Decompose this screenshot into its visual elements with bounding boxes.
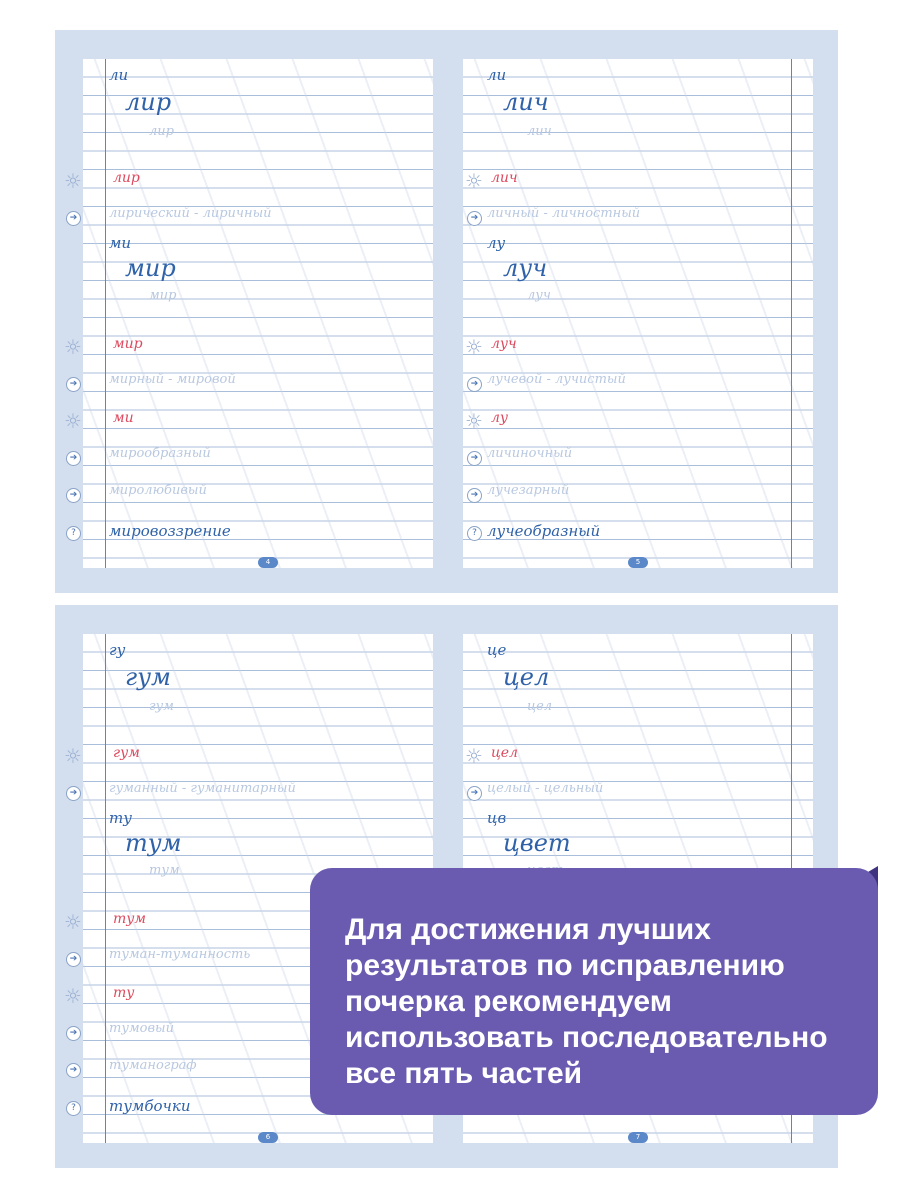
arrow-circle-icon: ➔: [66, 786, 81, 801]
faint-word: лир: [149, 124, 174, 139]
practice-words: лучезарный: [487, 483, 570, 498]
workbook-page: ли лич лич лич личный - личностный лу луч луч лу…: [463, 59, 813, 568]
page-number: 4: [258, 557, 278, 568]
syllable: ли: [487, 66, 507, 84]
sun-icon: ☼: [64, 984, 82, 1008]
red-word: лич: [491, 170, 518, 186]
cursive-word: тум: [125, 829, 182, 857]
practice-words: лучевой - лучистый: [487, 372, 626, 387]
page-number: 7: [628, 1132, 648, 1143]
arrow-circle-icon: ➔: [467, 451, 482, 466]
sun-icon: ☼: [64, 910, 82, 934]
cursive-word: лир: [125, 88, 172, 116]
workbook-page: ли лир лир лир лирический - лиричный ми мир мир…: [64, 59, 433, 568]
syllable: цв: [487, 809, 507, 827]
sun-icon: ☼: [64, 409, 82, 433]
red-word: луч: [491, 336, 517, 352]
syllable: гу: [109, 641, 126, 659]
margin-line: [105, 59, 106, 568]
sun-icon: ☼: [465, 169, 483, 193]
practice-words: мирный - мировой: [109, 372, 236, 387]
page-number: 6: [258, 1132, 278, 1143]
sun-icon: ☼: [64, 169, 82, 193]
faint-word: тум: [149, 863, 180, 878]
question-circle-icon: ?: [66, 526, 81, 541]
arrow-circle-icon: ➔: [66, 1063, 81, 1078]
cursive-word: цвет: [503, 829, 571, 857]
practice-words: личиночный: [487, 446, 573, 461]
sun-icon: ☼: [64, 744, 82, 768]
syllable: це: [487, 641, 507, 659]
page-number: 5: [628, 557, 648, 568]
faint-word: мир: [149, 288, 177, 303]
cursive-word: гум: [125, 663, 171, 691]
question-circle-icon: ?: [66, 1101, 81, 1116]
practice-words: гуманный - гуманитарный: [109, 781, 296, 796]
arrow-circle-icon: ➔: [467, 488, 482, 503]
slant-guides: [463, 59, 813, 568]
practice-words: миролюбивый: [109, 483, 207, 498]
cursive-word: лич: [503, 88, 549, 116]
arrow-circle-icon: ➔: [66, 451, 81, 466]
practice-words: туманограф: [109, 1058, 197, 1073]
question-word: лучеобразный: [487, 522, 601, 540]
red-word: лир: [113, 170, 140, 186]
faint-word: гум: [149, 699, 174, 714]
margin-line: [105, 634, 106, 1143]
promo-text: Для достижения лучших результатов по исп…: [345, 913, 828, 1090]
red-word: цел: [491, 745, 518, 761]
sun-icon: ☼: [465, 335, 483, 359]
slant-guides: [83, 59, 433, 568]
cursive-word: мир: [125, 254, 176, 282]
red-word: гум: [113, 745, 140, 761]
red-word: мир: [113, 336, 143, 352]
practice-words: тумовый: [109, 1021, 174, 1036]
spread: ли лир лир лир лирический - лиричный ми мир мир…: [55, 30, 838, 593]
faint-word: луч: [527, 288, 551, 303]
sun-icon: ☼: [465, 744, 483, 768]
question-circle-icon: ?: [467, 526, 482, 541]
faint-word: цел: [527, 699, 553, 714]
promo-banner: Для достижения лучших результатов по исп…: [310, 868, 878, 1115]
faint-word: лич: [527, 124, 552, 139]
cursive-word: цел: [503, 663, 550, 691]
arrow-circle-icon: ➔: [66, 211, 81, 226]
arrow-circle-icon: ➔: [66, 377, 81, 392]
arrow-circle-icon: ➔: [66, 488, 81, 503]
practice-words: туман-туманность: [109, 947, 251, 962]
cursive-word: луч: [503, 254, 548, 282]
margin-line: [791, 59, 792, 568]
arrow-circle-icon: ➔: [467, 786, 482, 801]
syllable: ми: [109, 234, 132, 252]
sun-icon: ☼: [465, 409, 483, 433]
arrow-circle-icon: ➔: [66, 1026, 81, 1041]
red-word: ми: [113, 410, 134, 426]
sun-icon: ☼: [64, 335, 82, 359]
practice-words: мирообразный: [109, 446, 211, 461]
syllable: ту: [109, 809, 132, 827]
question-word: мировоззрение: [109, 522, 231, 540]
arrow-circle-icon: ➔: [467, 211, 482, 226]
red-word: тум: [113, 911, 147, 927]
syllable: ли: [109, 66, 129, 84]
arrow-circle-icon: ➔: [66, 952, 81, 967]
red-word: лу: [491, 410, 509, 426]
practice-words: лирический - лиричный: [109, 206, 272, 221]
practice-words: целый - цельный: [487, 781, 604, 796]
question-word: тумбочки: [109, 1097, 191, 1115]
syllable: лу: [487, 234, 506, 252]
arrow-circle-icon: ➔: [467, 377, 482, 392]
practice-words: личный - личностный: [487, 206, 641, 221]
red-word: ту: [113, 985, 135, 1001]
